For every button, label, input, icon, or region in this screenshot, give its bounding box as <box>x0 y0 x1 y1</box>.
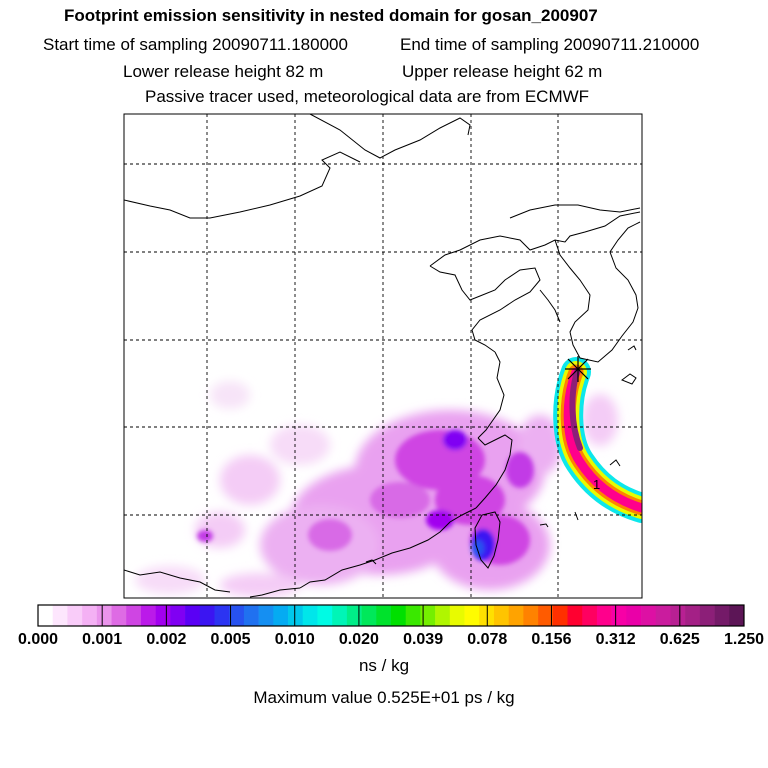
colorbar-cell <box>582 605 598 626</box>
colorbar-cell <box>332 605 348 626</box>
colorbar-tick-label: 0.312 <box>596 631 636 648</box>
upper-height-label: Upper release height 62 m <box>402 62 603 81</box>
colorbar-tick-label: 0.005 <box>211 631 251 648</box>
colorbar-cell <box>538 605 554 626</box>
colorbar-tick-label: 0.156 <box>531 631 571 648</box>
colorbar-cell <box>699 605 715 626</box>
colorbar-cell <box>111 605 127 626</box>
colorbar-cell <box>405 605 421 626</box>
sensitivity-field <box>135 357 642 597</box>
colorbar-tick-label: 0.000 <box>18 631 58 648</box>
colorbar-cell <box>391 605 407 626</box>
colorbar-tick-label: 0.001 <box>82 631 122 648</box>
colorbar-cell <box>229 605 245 626</box>
colorbar-tick-label: 0.002 <box>146 631 186 648</box>
colorbar-cell <box>376 605 392 626</box>
colorbar-cell <box>346 605 362 626</box>
colorbar-cell <box>243 605 259 626</box>
colorbar-cell <box>420 605 436 626</box>
colorbar-cell <box>464 605 480 626</box>
colorbar-cell <box>729 605 745 626</box>
colorbar-cell <box>258 605 274 626</box>
colorbar-cell <box>449 605 465 626</box>
colorbar-cell <box>82 605 98 626</box>
colorbar-tick-label: 0.020 <box>339 631 379 648</box>
colorbar-cell <box>641 605 657 626</box>
colorbar-cell <box>52 605 68 626</box>
lower-height-label: Lower release height 82 m <box>123 62 324 81</box>
colorbar-cell <box>508 605 524 626</box>
colorbar-tick-label: 0.010 <box>275 631 315 648</box>
start-time-label: Start time of sampling 20090711.180000 <box>43 35 348 54</box>
colorbar-cell <box>185 605 201 626</box>
colorbar-tick-label: 1.250 <box>724 631 764 648</box>
colorbar: 0.000 0.001 0.002 0.005 0.010 0.020 0.039 0.078… <box>18 604 764 648</box>
coastlines <box>124 114 641 598</box>
colorbar-cell <box>611 605 627 626</box>
colorbar-cell <box>317 605 333 626</box>
colorbar-cell <box>199 605 215 626</box>
colorbar-cell <box>435 605 451 626</box>
colorbar-cell <box>670 605 686 626</box>
trajectory-label: 1 <box>593 477 600 492</box>
colorbar-cell <box>361 605 377 626</box>
colorbar-cell <box>126 605 142 626</box>
colorbar-cell <box>273 605 289 626</box>
colorbar-tick-label: 0.078 <box>467 631 507 648</box>
colorbar-cell <box>714 605 730 626</box>
colorbar-cell <box>479 605 495 626</box>
map-frame <box>123 113 643 599</box>
colorbar-tick-label: 0.039 <box>403 631 443 648</box>
colorbar-cell <box>567 605 583 626</box>
colorbar-tick-label: 0.625 <box>660 631 700 648</box>
colorbar-cell <box>214 605 230 626</box>
plot-title: Footprint emission sensitivity in nested… <box>64 6 598 25</box>
colorbar-cell <box>96 605 112 626</box>
station-marker <box>565 356 591 382</box>
colorbar-cell <box>552 605 568 626</box>
colorbar-cell <box>685 605 701 626</box>
graticule <box>124 114 642 598</box>
colorbar-cell <box>493 605 509 626</box>
colorbar-cell <box>655 605 671 626</box>
colorbar-cell <box>67 605 83 626</box>
colorbar-cell <box>626 605 642 626</box>
colorbar-cell <box>140 605 156 626</box>
colorbar-cell <box>38 605 54 626</box>
end-time-label: End time of sampling 20090711.210000 <box>400 35 700 54</box>
max-value-label: Maximum value 0.525E+01 ps / kg <box>253 688 515 707</box>
colorbar-cell <box>288 605 304 626</box>
tracer-info-label: Passive tracer used, meteorological data… <box>145 87 590 106</box>
colorbar-cell <box>170 605 186 626</box>
colorbar-cell <box>596 605 612 626</box>
colorbar-cell <box>523 605 539 626</box>
colorbar-unit-label: ns / kg <box>358 656 410 675</box>
colorbar-cell <box>302 605 318 626</box>
colorbar-cell <box>155 605 171 626</box>
